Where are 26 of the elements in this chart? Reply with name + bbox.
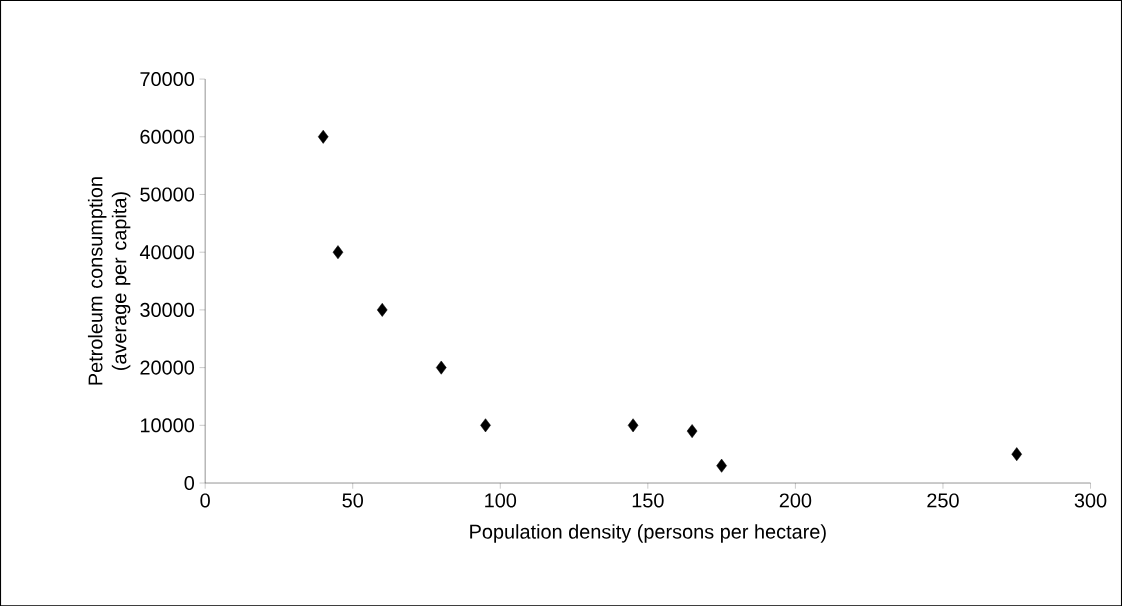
y-axis-title: Petroleum consumption (average per capita)	[87, 177, 131, 385]
point	[317, 129, 329, 144]
x-tick-label: 300	[1074, 493, 1107, 508]
y-tick-label: 60000	[140, 129, 195, 144]
point	[436, 360, 447, 375]
point	[376, 302, 388, 317]
point	[480, 418, 491, 433]
x-tick-label: 100	[485, 493, 517, 508]
point	[332, 245, 344, 259]
x-tick-label: 250	[927, 493, 959, 508]
point	[716, 458, 727, 473]
y-tick-label: 40000	[139, 245, 195, 260]
x-tick-label: 50	[342, 493, 363, 508]
x-axis-title: Population density (persons per hectare)	[470, 524, 826, 543]
y-tick-label: 10000	[140, 418, 195, 433]
point	[627, 418, 639, 433]
y-tick-label: 70000	[140, 71, 195, 86]
y-tick-label: 20000	[140, 360, 195, 375]
y-tick-label: 50000	[140, 187, 195, 202]
y-tick-label: 0	[184, 475, 195, 490]
point	[686, 424, 698, 438]
point	[1011, 447, 1022, 461]
x-tick-label: 150	[632, 493, 664, 508]
x-tick-label: 0	[200, 493, 210, 508]
x-tick-label: 200	[779, 493, 812, 508]
y-tick-label: 30000	[140, 302, 195, 317]
